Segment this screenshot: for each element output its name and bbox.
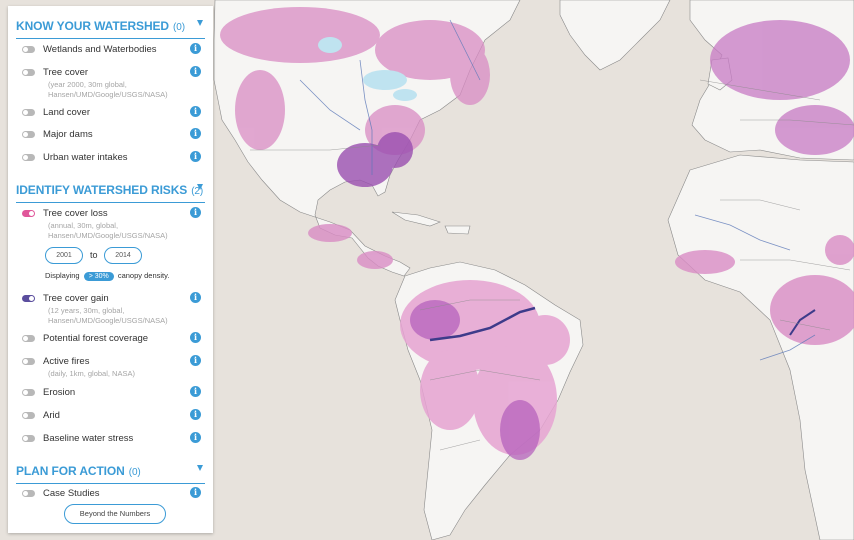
density-suffix: canopy density. <box>117 271 170 280</box>
forest-overlay-africa <box>675 235 854 345</box>
greenland <box>559 0 671 71</box>
hispaniola <box>444 225 471 235</box>
layer-label: Potential forest coverage <box>43 333 149 344</box>
layer-label: Tree cover <box>43 67 89 78</box>
canopy-density-select[interactable]: > 30% <box>83 272 114 281</box>
toggle-switch[interactable] <box>22 335 35 342</box>
rivers <box>299 19 816 361</box>
country-borders <box>250 79 854 451</box>
layer-panel: KNOW YOUR WATERSHED (0) Wetlands and Wate… <box>8 6 213 533</box>
toggle-switch[interactable] <box>22 69 35 76</box>
info-icon[interactable]: i <box>190 432 201 443</box>
layer-label: Case Studies <box>43 488 100 499</box>
layer-description: (12 years, 30m, global, Hansen/UMD/Googl… <box>48 306 168 325</box>
beyond-the-numbers-button[interactable]: Beyond the Numbers <box>64 504 166 524</box>
info-icon[interactable]: i <box>190 43 201 54</box>
toggle-switch[interactable] <box>22 131 35 138</box>
section-know-header[interactable]: KNOW YOUR WATERSHED (0) <box>16 14 205 39</box>
toggle-switch[interactable] <box>22 109 35 116</box>
cuba <box>391 211 441 227</box>
chevron-down-icon[interactable] <box>197 184 203 190</box>
info-icon[interactable]: i <box>190 409 201 420</box>
section-identify-header[interactable]: IDENTIFY WATERSHED RISKS (2) <box>16 178 205 203</box>
toggle-switch-on[interactable] <box>22 295 35 302</box>
layer-label: Arid <box>43 410 60 421</box>
info-icon[interactable]: i <box>190 292 201 303</box>
info-icon[interactable]: i <box>190 66 201 77</box>
layer-label: Tree cover loss <box>43 208 108 219</box>
forest-overlay-south-america-dark <box>410 300 540 460</box>
section-know-count: (0) <box>173 22 185 33</box>
layer-label: Major dams <box>43 129 93 140</box>
toggle-switch[interactable] <box>22 358 35 365</box>
layer-description: (daily, 1km, global, NASA) <box>48 369 135 378</box>
toggle-switch[interactable] <box>22 490 35 497</box>
section-plan-header[interactable]: PLAN FOR ACTION (0) <box>16 459 205 484</box>
section-plan-title[interactable]: PLAN FOR ACTION (0) <box>16 464 141 478</box>
section-identify-count: (2) <box>191 186 204 197</box>
info-icon[interactable]: i <box>190 128 201 139</box>
layer-description: (year 2000, 30m global, Hansen/UMD/Googl… <box>48 80 168 99</box>
layer-label: Wetlands and Waterbodies <box>43 44 157 55</box>
toggle-switch[interactable] <box>22 389 35 396</box>
section-know-title[interactable]: KNOW YOUR WATERSHED (0) <box>16 19 185 33</box>
year-from-select[interactable]: 2001 <box>45 247 83 264</box>
info-icon[interactable]: i <box>190 487 201 498</box>
layer-description: (annual, 30m, global, Hansen/UMD/Google/… <box>48 221 168 240</box>
layer-label: Baseline water stress <box>43 433 134 444</box>
info-icon[interactable]: i <box>190 151 201 162</box>
canopy-density-line: Displaying > 30% canopy density. <box>45 271 169 281</box>
layer-label: Active fires <box>43 356 90 367</box>
info-icon[interactable]: i <box>190 332 201 343</box>
layer-label: Land cover <box>43 107 91 118</box>
info-icon[interactable]: i <box>190 355 201 366</box>
year-range-to-label: to <box>90 250 98 260</box>
layer-label: Erosion <box>43 387 76 398</box>
forest-overlay-central-america <box>308 224 393 269</box>
great-lakes <box>318 37 417 101</box>
toggle-switch[interactable] <box>22 412 35 419</box>
forest-overlay-southeast-us <box>337 132 413 187</box>
layer-label: Urban water intakes <box>43 152 128 163</box>
density-prefix: Displaying <box>45 271 80 280</box>
year-to-select[interactable]: 2014 <box>104 247 142 264</box>
info-icon[interactable]: i <box>190 106 201 117</box>
info-icon[interactable]: i <box>190 207 201 218</box>
toggle-switch[interactable] <box>22 154 35 161</box>
forest-overlay-europe <box>710 20 854 155</box>
section-plan-count: (0) <box>128 467 141 478</box>
section-identify-title[interactable]: IDENTIFY WATERSHED RISKS (2) <box>16 183 204 197</box>
layer-label: Tree cover gain <box>43 293 109 304</box>
toggle-switch[interactable] <box>22 435 35 442</box>
toggle-switch-on[interactable] <box>22 210 35 217</box>
congo-river <box>789 309 816 336</box>
info-icon[interactable]: i <box>190 386 201 397</box>
amazon-river <box>429 306 536 342</box>
chevron-down-icon[interactable] <box>197 465 203 471</box>
toggle-switch[interactable] <box>22 46 35 53</box>
chevron-down-icon[interactable] <box>197 20 203 26</box>
